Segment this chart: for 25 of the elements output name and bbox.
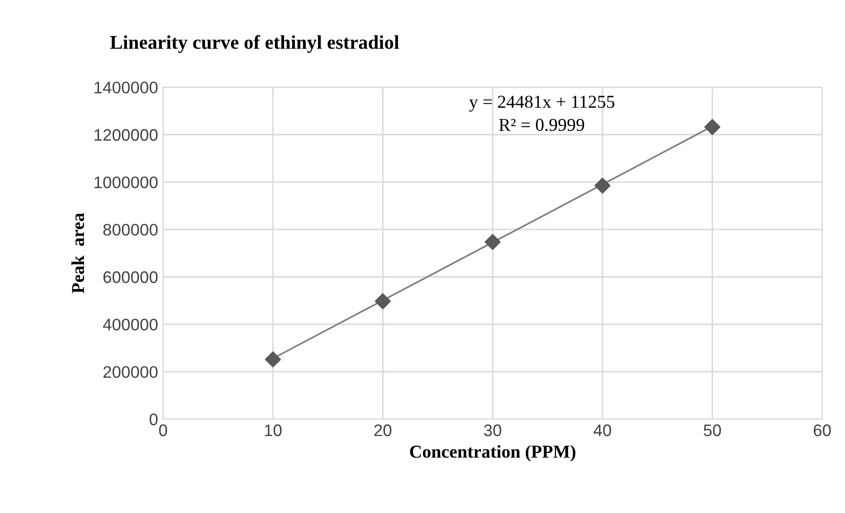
y-tick-label: 800000 [103,224,158,236]
x-tick-label: 10 [264,424,282,436]
point [704,119,720,136]
x-tick-label: 50 [704,424,721,436]
annotation: y = 24481x + 11255 [469,96,614,112]
point [264,351,281,368]
y-axis-title: Peak area [71,212,84,294]
chart-title: Linearity curve of ethinyl estradiol [110,35,399,53]
y-tick-label: 1200000 [94,129,158,141]
annotation: R² = 0.9999 [499,118,584,132]
y-tick-label: 200000 [103,366,158,378]
x-tick-label: 20 [374,424,392,436]
x-tick-label: 60 [814,424,831,436]
y-tick-label: 1000000 [94,176,158,188]
y-tick-label: 600000 [103,271,158,284]
x-tick-label: 40 [594,424,612,436]
x-tick-label: 0 [159,424,168,436]
y-tick-label: 1400000 [94,82,158,94]
point [374,293,391,310]
point [594,178,610,194]
point [484,234,501,250]
y-tick-label: 0 [150,414,158,426]
y-tick-label: 400000 [102,318,158,330]
x-axis-title: Concentration (PPM) [410,445,576,462]
x-tick-label: 30 [484,424,502,436]
